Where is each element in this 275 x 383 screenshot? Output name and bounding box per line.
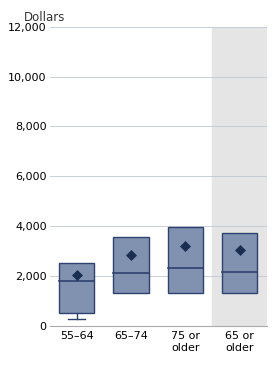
Bar — [113, 237, 148, 293]
Bar — [59, 264, 94, 313]
Bar — [168, 227, 203, 293]
Bar — [212, 27, 275, 326]
Bar — [222, 233, 257, 293]
Text: Dollars: Dollars — [23, 11, 65, 24]
